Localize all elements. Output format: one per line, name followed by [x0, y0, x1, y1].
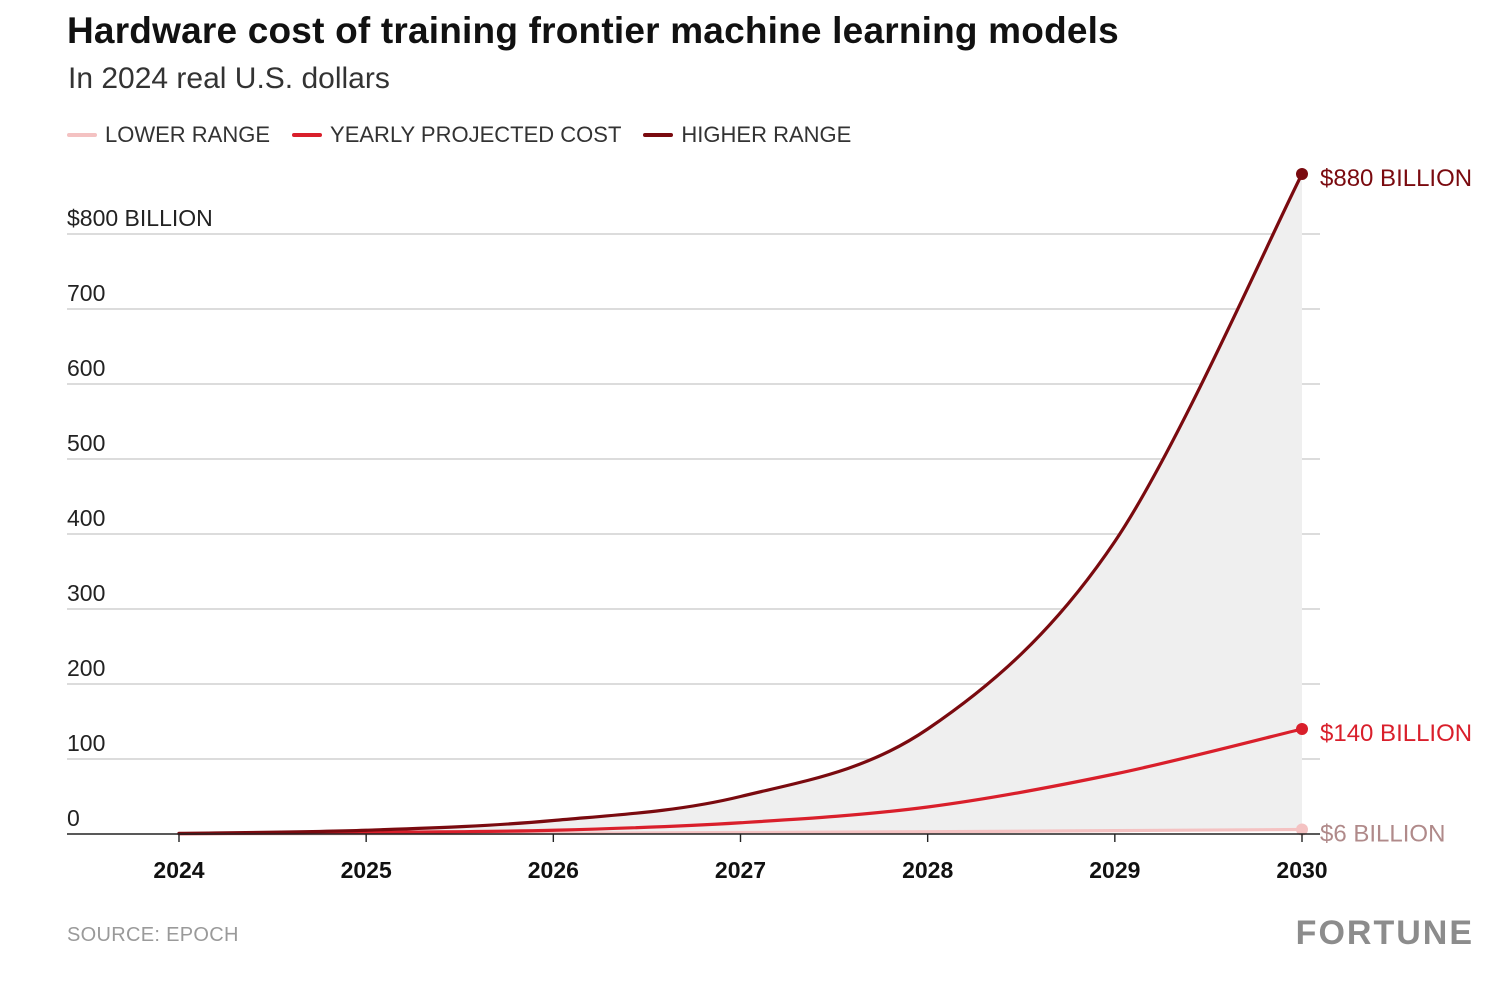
series-line-projected	[177, 727, 1304, 836]
x-tick-label: 2028	[902, 857, 953, 883]
legend-item-higher: HIGHER RANGE	[643, 122, 851, 148]
range-band-layer	[179, 174, 1302, 834]
brand-logo: FORTUNE	[1295, 914, 1474, 952]
end-marker-lower	[1296, 823, 1308, 836]
legend: LOWER RANGE YEARLY PROJECTED COST HIGHER…	[67, 122, 851, 148]
y-tick-label: 400	[67, 505, 105, 531]
legend-item-projected: YEARLY PROJECTED COST	[292, 122, 621, 148]
legend-swatch-higher	[643, 133, 674, 137]
chart-title: Hardware cost of training frontier machi…	[67, 10, 1119, 51]
end-label-higher: $880 BILLION	[1320, 165, 1472, 192]
end-label-lower: $6 BILLION	[1320, 821, 1445, 848]
series-line-higher	[177, 172, 1304, 835]
source-note: SOURCE: EPOCH	[67, 924, 239, 946]
axis-layer	[67, 833, 1320, 842]
legend-swatch-projected	[292, 133, 323, 137]
y-tick-label: 100	[67, 730, 105, 756]
y-tick-label: 700	[67, 280, 105, 306]
y-tick-label: 300	[67, 580, 105, 606]
chart-subtitle: In 2024 real U.S. dollars	[68, 62, 390, 95]
legend-swatch-lower	[67, 133, 97, 137]
x-tick-label: 2029	[1089, 857, 1140, 883]
x-tick-label: 2024	[153, 857, 204, 883]
x-tick-label: 2026	[528, 857, 579, 883]
label-layer: $800 BILLION 700 600 500 400 300 200 100 0 2024 20…	[67, 165, 1472, 883]
legend-label-higher: HIGHER RANGE	[681, 122, 852, 147]
y-tick-label: 500	[67, 430, 105, 456]
x-tick-label: 2027	[715, 857, 766, 883]
legend-item-lower: LOWER RANGE	[67, 122, 270, 148]
range-band-area	[179, 174, 1302, 834]
y-tick-label: 0	[67, 805, 80, 831]
end-marker-projected	[1296, 723, 1308, 735]
end-marker-higher	[1296, 168, 1308, 180]
legend-label-lower: LOWER RANGE	[105, 122, 271, 147]
y-tick-label: 600	[67, 355, 105, 381]
y-tick-label: $800 BILLION	[67, 205, 213, 231]
x-tick-label: 2025	[341, 857, 392, 883]
end-label-projected: $140 BILLION	[1320, 720, 1472, 747]
legend-label-projected: YEARLY PROJECTED COST	[330, 122, 622, 147]
y-tick-label: 200	[67, 655, 105, 681]
x-tick-label: 2030	[1276, 857, 1327, 883]
